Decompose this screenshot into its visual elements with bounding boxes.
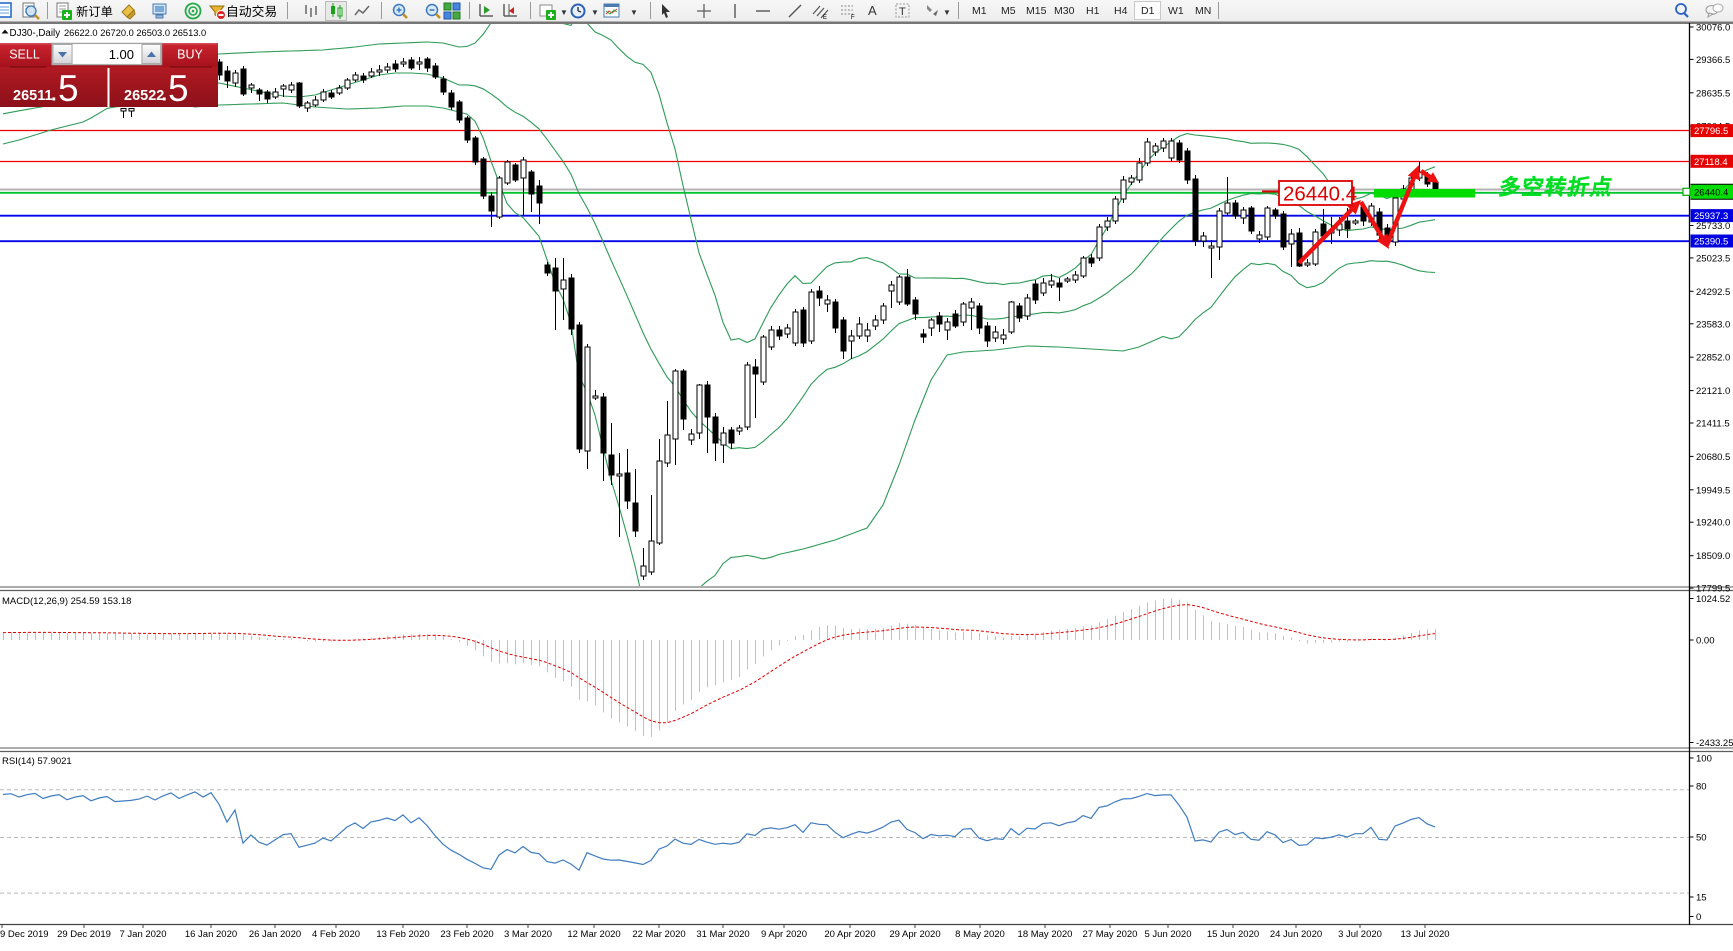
svg-text:26522: 26522 [124, 88, 164, 104]
svg-text:50: 50 [1696, 833, 1707, 844]
svg-text:31 Mar 2020: 31 Mar 2020 [696, 929, 749, 940]
svg-text:BUY: BUY [177, 48, 203, 62]
svg-text:20 Apr 2020: 20 Apr 2020 [824, 929, 875, 940]
svg-text:5: 5 [58, 68, 79, 109]
svg-text:22121.0: 22121.0 [1696, 386, 1730, 397]
svg-text:F: F [851, 15, 855, 20]
svg-text:22 Mar 2020: 22 Mar 2020 [632, 929, 685, 940]
svg-text:21411.5: 21411.5 [1696, 419, 1730, 430]
svg-text:16 Jan 2020: 16 Jan 2020 [185, 929, 237, 940]
svg-text:26622.0 26720.0 26503.0 26513.: 26622.0 26720.0 26503.0 26513.0 [64, 28, 206, 38]
svg-text:26511: 26511 [13, 88, 53, 104]
svg-text:30076.0: 30076.0 [1696, 23, 1730, 34]
svg-text:13 Jul 2020: 13 Jul 2020 [1400, 929, 1449, 940]
svg-text:15: 15 [1696, 893, 1707, 904]
svg-text:19949.5: 19949.5 [1696, 485, 1730, 496]
svg-text:25023.5: 25023.5 [1696, 253, 1730, 264]
svg-text:13 Feb 2020: 13 Feb 2020 [376, 929, 429, 940]
svg-text:18 May 2020: 18 May 2020 [1018, 929, 1073, 940]
svg-text:9 Apr 2020: 9 Apr 2020 [761, 929, 807, 940]
svg-text:0.00: 0.00 [1696, 636, 1715, 647]
svg-text:27796.5: 27796.5 [1694, 126, 1728, 137]
svg-text:27 May 2020: 27 May 2020 [1083, 929, 1138, 940]
svg-text:0: 0 [1696, 912, 1701, 923]
svg-text:9 Dec 2019: 9 Dec 2019 [0, 929, 49, 940]
svg-text:20680.5: 20680.5 [1696, 452, 1730, 463]
svg-text:.: . [162, 84, 168, 106]
svg-text:SELL: SELL [9, 48, 40, 62]
svg-text:15 Jun 2020: 15 Jun 2020 [1207, 929, 1259, 940]
svg-text:-2433.25: -2433.25 [1696, 738, 1733, 749]
svg-text:27118.4: 27118.4 [1694, 157, 1728, 168]
svg-text:18509.0: 18509.0 [1696, 551, 1730, 562]
svg-text:17799.5: 17799.5 [1696, 584, 1730, 595]
svg-text:1024.52: 1024.52 [1696, 594, 1730, 605]
svg-text:8 May 2020: 8 May 2020 [955, 929, 1005, 940]
svg-text:RSI(14) 57.9021: RSI(14) 57.9021 [2, 756, 72, 767]
svg-text:MACD(12,26,9) 254.59 153.18: MACD(12,26,9) 254.59 153.18 [2, 596, 131, 607]
svg-text:12 Mar 2020: 12 Mar 2020 [567, 929, 620, 940]
svg-text:28635.5: 28635.5 [1696, 88, 1730, 99]
svg-text:29 Dec 2019: 29 Dec 2019 [57, 929, 111, 940]
svg-text:DJ30-,Daily: DJ30-,Daily [10, 28, 61, 39]
svg-text:26 Jan 2020: 26 Jan 2020 [249, 929, 301, 940]
svg-text:26440.4: 26440.4 [1283, 183, 1357, 206]
svg-text:25733.0: 25733.0 [1696, 221, 1730, 232]
svg-text:23 Feb 2020: 23 Feb 2020 [440, 929, 493, 940]
svg-text:1.00: 1.00 [109, 47, 134, 62]
svg-text:E: E [823, 15, 827, 20]
svg-text:7 Jan 2020: 7 Jan 2020 [119, 929, 166, 940]
svg-text:19240.0: 19240.0 [1696, 518, 1730, 529]
svg-text:T: T [899, 6, 906, 18]
svg-text:3 Jul 2020: 3 Jul 2020 [1338, 929, 1382, 940]
svg-text:3 Mar 2020: 3 Mar 2020 [504, 929, 552, 940]
svg-text:25937.3: 25937.3 [1694, 211, 1728, 222]
svg-text:25390.5: 25390.5 [1694, 237, 1728, 248]
svg-text:29 Apr 2020: 29 Apr 2020 [889, 929, 940, 940]
svg-text:5: 5 [168, 68, 189, 109]
svg-text:22852.0: 22852.0 [1696, 353, 1730, 364]
svg-text:.: . [51, 84, 57, 106]
svg-text:24 Jun 2020: 24 Jun 2020 [1270, 929, 1322, 940]
svg-text:29366.5: 29366.5 [1696, 55, 1730, 66]
svg-text:5 Jun 2020: 5 Jun 2020 [1144, 929, 1191, 940]
svg-text:100: 100 [1696, 754, 1712, 765]
svg-text:4 Feb 2020: 4 Feb 2020 [312, 929, 360, 940]
svg-text:23583.0: 23583.0 [1696, 319, 1730, 330]
svg-text:26440.4: 26440.4 [1694, 188, 1728, 199]
svg-text:24292.5: 24292.5 [1696, 287, 1730, 298]
svg-text:80: 80 [1696, 782, 1707, 793]
